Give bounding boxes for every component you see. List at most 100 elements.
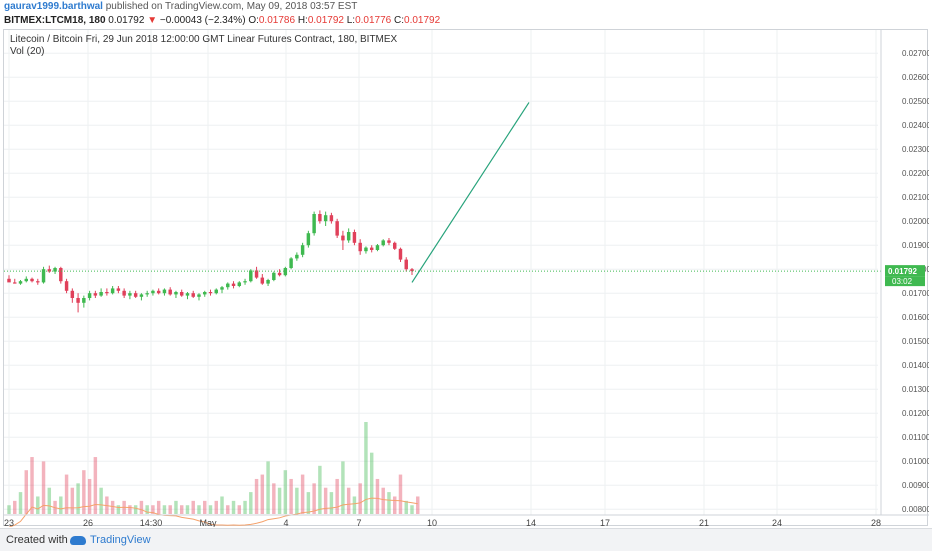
candle-body — [283, 268, 288, 276]
candle-body — [179, 292, 184, 296]
volume-bar — [18, 492, 23, 514]
trend-line-drawing[interactable] — [411, 102, 530, 283]
volume-bar — [226, 505, 230, 514]
x-tick-label: 24 — [772, 518, 782, 527]
volume-bar — [179, 505, 184, 514]
brand-name: TradingView — [90, 534, 151, 546]
volume-bar — [393, 496, 397, 514]
candle-body — [295, 254, 299, 259]
volume-bar — [249, 492, 253, 514]
candle-body — [346, 232, 351, 241]
volume-bar — [214, 500, 218, 514]
publish-info-text: published on TradingView.com, May 09, 20… — [105, 1, 358, 12]
volume-bar — [410, 505, 414, 514]
volume-bar — [93, 457, 98, 514]
candle-body — [369, 247, 374, 250]
candle-body — [36, 281, 40, 283]
volume-bar — [346, 487, 351, 514]
volume-ma — [8, 497, 418, 527]
volume-bar — [300, 474, 305, 514]
price-badge-bg — [885, 265, 925, 277]
price-badge: 0.01792 03:02 — [885, 265, 925, 287]
volume-bar — [358, 483, 362, 514]
volume-bar — [306, 492, 311, 514]
candle-body — [398, 248, 403, 260]
candle-body — [87, 293, 92, 298]
volume-bar — [168, 505, 172, 514]
high-label: H: — [297, 15, 308, 26]
down-arrow-icon: ▼ — [147, 15, 158, 26]
volume-indicator-label[interactable]: Vol (20) — [10, 46, 44, 57]
price-chart-svg[interactable]: 0.02700 0.02600 0.02500 0.02400 0.02300 0.022… — [4, 30, 929, 527]
candle-body — [128, 293, 132, 296]
candle-body — [277, 272, 282, 276]
volume-bar — [369, 452, 374, 514]
y-tick-label: 0.01700 — [902, 289, 929, 298]
candle-body — [375, 245, 380, 250]
volume-bar — [64, 474, 69, 514]
volume-bar — [272, 483, 276, 514]
price-axis: 0.02700 0.02600 0.02500 0.02400 0.02300 0.022… — [880, 30, 929, 515]
candle-body — [41, 269, 46, 283]
low-label: L: — [346, 15, 356, 26]
x-tick-label: May — [199, 518, 217, 527]
candle-body — [70, 290, 75, 298]
candle-body — [364, 247, 368, 252]
candle-body — [335, 221, 339, 236]
y-tick-label: 0.02400 — [902, 121, 929, 130]
volume-bar — [191, 500, 195, 514]
footer-bar: Created with TradingView — [0, 528, 932, 551]
candle-body — [13, 282, 17, 284]
candle-body — [393, 242, 397, 249]
volume-bar — [139, 500, 144, 514]
volume-bar — [243, 500, 247, 514]
volume-bar — [329, 492, 334, 514]
volume-bar — [162, 505, 167, 514]
open-value: 0.01786 — [258, 15, 296, 26]
volume-bar — [145, 505, 149, 514]
chart-panel[interactable]: 0.02700 0.02600 0.02500 0.02400 0.02300 0.022… — [3, 29, 929, 527]
volume-bar — [99, 487, 103, 514]
volume-bar — [197, 505, 201, 514]
x-tick-label: 26 — [83, 518, 93, 527]
candle-body — [99, 292, 103, 296]
volume-bar — [41, 461, 46, 514]
volume-bar — [387, 492, 391, 514]
y-tick-label: 0.01500 — [902, 337, 929, 346]
price-badge-label: 0.01792 — [888, 267, 917, 276]
created-with-text: Created with — [6, 534, 68, 546]
volume-bar — [7, 505, 11, 514]
candle-body — [93, 293, 98, 296]
candle-body — [133, 293, 138, 297]
y-tick-label: 0.02300 — [902, 145, 929, 154]
countdown-badge-bg — [885, 276, 925, 287]
candle-body — [191, 293, 195, 297]
candle-body — [352, 232, 357, 243]
candle-body — [329, 215, 334, 222]
x-tick-label: 23 — [4, 518, 14, 527]
tradingview-logo[interactable]: TradingView — [70, 529, 151, 551]
volume-bar — [277, 487, 282, 514]
candle-body — [220, 287, 224, 290]
candle-body — [306, 233, 311, 246]
y-tick-label: 0.01200 — [902, 409, 929, 418]
candle-body — [381, 240, 385, 246]
time-axis: 23 26 14:30 May 4 7 10 14 17 21 24 28 — [4, 514, 929, 527]
candle-body — [318, 214, 322, 222]
candle-body — [18, 281, 23, 284]
volume-bar — [295, 487, 299, 514]
volume-bar — [375, 478, 380, 514]
candle-body — [323, 215, 328, 222]
x-tick-label: 7 — [356, 518, 361, 527]
x-tick-label: 14:30 — [140, 518, 163, 527]
y-tick-label: 0.02200 — [902, 169, 929, 178]
volume-bar — [47, 487, 52, 514]
volume-bar — [116, 505, 121, 514]
last-price: 0.01792 — [108, 15, 145, 26]
volume-bar — [312, 483, 316, 514]
author-username[interactable]: gaurav1999.barthwal — [4, 1, 103, 12]
volume-bar — [237, 505, 242, 514]
candle-body — [64, 281, 69, 291]
volume-bar — [260, 474, 265, 514]
candle-body — [156, 290, 161, 294]
